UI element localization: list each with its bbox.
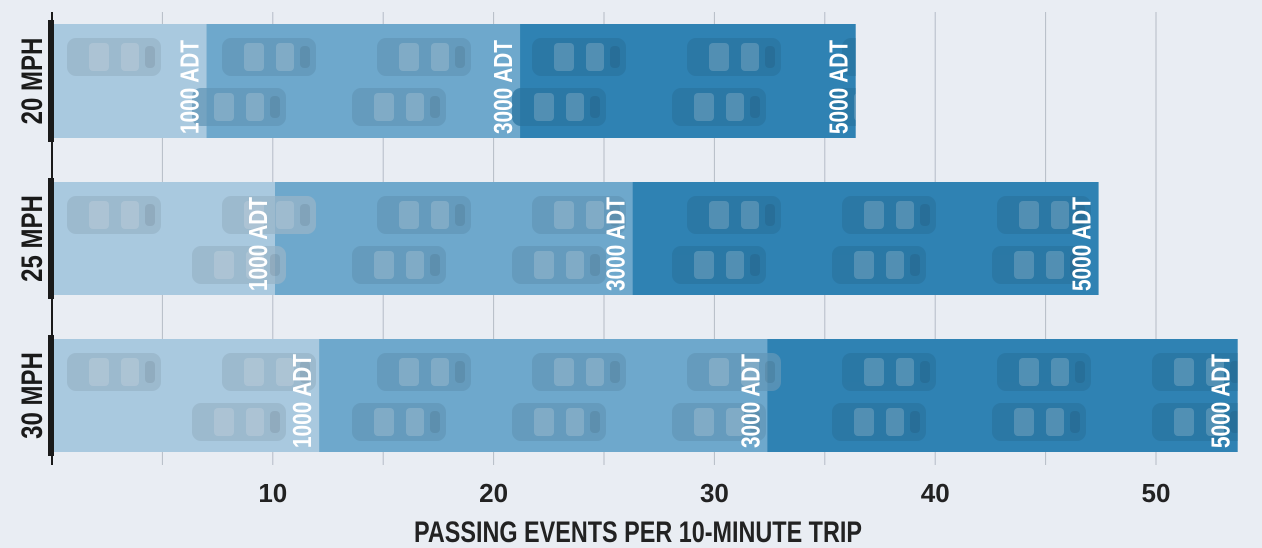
bar-label: 3000 ADT	[602, 196, 631, 291]
car-icon	[687, 353, 781, 391]
car-icon	[512, 403, 606, 441]
car-icon	[352, 88, 446, 126]
car-icon	[672, 88, 766, 126]
car-icon	[687, 196, 781, 234]
x-tick-label: 40	[921, 478, 950, 508]
car-icon	[832, 246, 926, 284]
car-icon	[997, 353, 1091, 391]
category-marker	[48, 335, 54, 456]
bar-label: 1000 ADT	[288, 353, 317, 448]
bar-label: 1000 ADT	[244, 196, 273, 291]
car-icon	[192, 88, 286, 126]
car-icon	[67, 38, 161, 76]
bar-label: 5000 ADT	[1207, 353, 1236, 448]
x-axis-title: PASSING EVENTS PER 10-MINUTE TRIP	[414, 515, 862, 548]
x-tick-label: 50	[1142, 478, 1171, 508]
car-icon	[352, 403, 446, 441]
car-icon	[672, 246, 766, 284]
category-label: 20 MPH	[14, 38, 48, 125]
category-label: 25 MPH	[14, 195, 48, 282]
car-icon	[67, 196, 161, 234]
bar-label: 5000 ADT	[1067, 196, 1096, 291]
car-icon	[377, 353, 471, 391]
car-icon	[512, 88, 606, 126]
car-icon	[377, 196, 471, 234]
car-icon	[532, 353, 626, 391]
category-label: 30 MPH	[14, 352, 48, 439]
category-marker	[48, 20, 54, 142]
car-icon	[192, 403, 286, 441]
car-icon	[222, 38, 316, 76]
car-icon	[842, 38, 856, 76]
car-icon	[842, 353, 936, 391]
bar-label: 1000 ADT	[175, 39, 204, 134]
car-icon	[352, 246, 446, 284]
car-icon	[842, 196, 936, 234]
car-icon	[67, 353, 161, 391]
category-marker	[48, 178, 54, 299]
axes: 20 MPH 25 MPH 30 MPH 10 20 30 40 50	[14, 12, 1170, 508]
x-tick-label: 10	[258, 478, 287, 508]
car-icon	[377, 38, 471, 76]
car-icon	[832, 403, 926, 441]
car-icon	[992, 403, 1086, 441]
car-icon	[687, 38, 781, 76]
x-tick-label: 30	[700, 478, 729, 508]
bar-labels: 1000 ADT 3000 ADT 5000 ADT 1000 ADT 3000 ADT…	[175, 39, 1235, 448]
bar-label: 3000 ADT	[736, 353, 765, 448]
x-tick-label: 20	[479, 478, 508, 508]
bar-label: 3000 ADT	[489, 39, 518, 134]
car-icon	[532, 38, 626, 76]
bar-label: 5000 ADT	[825, 39, 854, 134]
car-icon	[512, 246, 606, 284]
